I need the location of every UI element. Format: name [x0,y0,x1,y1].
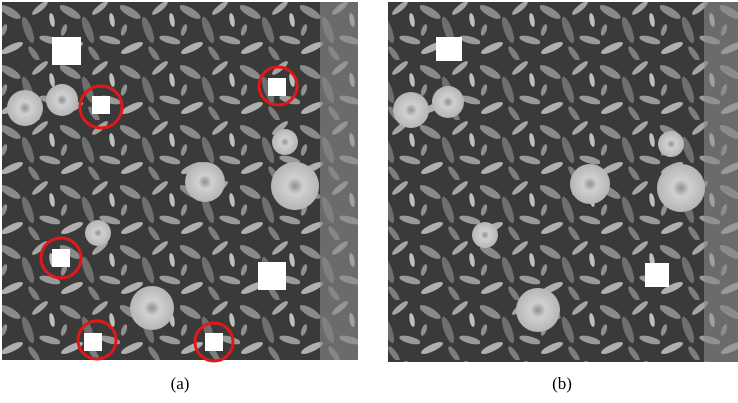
panel-label: (b) [552,374,572,393]
page: {"panels": [{"label": "(a)"}, {"label": … [0,0,738,403]
figure: (a) (b) [0,0,738,403]
tree-trunk [320,2,358,360]
panel-label: (a) [171,374,190,393]
panel-b [388,2,738,362]
panel-a [2,2,358,361]
tree-trunk [704,2,738,362]
